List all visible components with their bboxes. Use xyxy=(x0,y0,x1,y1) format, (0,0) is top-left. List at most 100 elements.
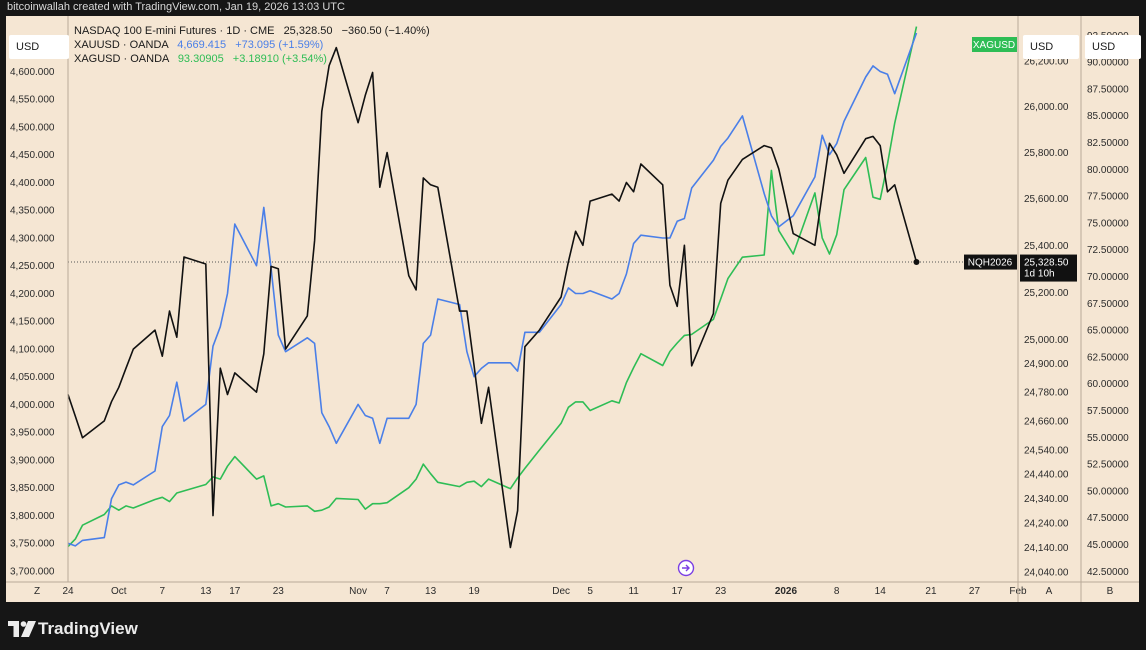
svg-text:NASDAQ 100 E-mini Futures · 1D: NASDAQ 100 E-mini Futures · 1D · CME 25,… xyxy=(74,25,430,37)
time-axis-tick-label: 5 xyxy=(587,586,593,597)
left-axis-tick-label: 4,300.000 xyxy=(10,233,55,244)
time-axis-tick-label: 24 xyxy=(62,586,74,597)
right-axis-tick-label: 65.00000 xyxy=(1087,326,1129,337)
left-axis-tick-label: 4,200.000 xyxy=(10,289,55,300)
time-axis-tick-label: 27 xyxy=(969,586,981,597)
svg-text:XAGUSD · OANDA 93.3090: XAGUSD · OANDA 93.30905 +3.18910 (+3.54%… xyxy=(74,53,327,65)
left-axis-tick-label: 4,550.000 xyxy=(10,95,55,106)
right-axis-tick-label: 87.50000 xyxy=(1087,84,1129,95)
left-axis-tick-label: 4,000.000 xyxy=(10,400,55,411)
tradingview-brand[interactable]: TradingView xyxy=(38,619,138,638)
nq-countdown-text: 1d 10h xyxy=(1024,269,1055,280)
right-axis-tick-label: 70.00000 xyxy=(1087,272,1129,283)
time-axis-tick-label: 11 xyxy=(628,586,639,597)
legend-xauusd-change: +73.095 (+1.59%) xyxy=(235,39,323,51)
right-axis-tick-label: 55.00000 xyxy=(1087,433,1129,444)
left-axis-tick-label: 3,700.000 xyxy=(10,566,55,577)
legend-main-name: NASDAQ 100 E-mini Futures · 1D · CME xyxy=(74,25,275,37)
last-price-dot xyxy=(913,259,920,266)
time-axis-tick-label: 21 xyxy=(925,586,937,597)
left-axis-tick-label: 3,800.000 xyxy=(10,511,55,522)
right-axis-tick-label: 80.00000 xyxy=(1087,165,1129,176)
legend-xagusd-change: +3.18910 (+3.54%) xyxy=(233,53,327,65)
mid-axis-tick-label: 25,000.00 xyxy=(1024,335,1069,346)
chart-canvas[interactable]: 3,700.000 3,750.000 3,800.000 3,850.000 3,90… xyxy=(6,16,1139,602)
right-axis-tick-label: 85.00000 xyxy=(1087,111,1129,122)
nq-symbol-text: NQH2026 xyxy=(968,258,1013,269)
time-axis-tick-label: 7 xyxy=(159,586,165,597)
mid-axis-tick-label: 26,000.00 xyxy=(1024,102,1069,113)
nq-symbol-tag: NQH2026 xyxy=(964,254,1017,270)
mid-axis-tick-label: 24,540.00 xyxy=(1024,445,1069,456)
time-axis-tick-label: Dec xyxy=(552,586,570,597)
time-axis-tick-label: 17 xyxy=(229,586,241,597)
nq-price-tag: 25,328.50 1d 10h xyxy=(1020,254,1077,282)
legend-xauusd-price: 4,669.415 xyxy=(177,39,226,51)
left-axis-tick-label: 3,850.000 xyxy=(10,483,55,494)
chart-frame[interactable]: 3,700.000 3,750.000 3,800.000 3,850.000 3,90… xyxy=(6,16,1141,602)
right-axis-tick-label: 82.50000 xyxy=(1087,138,1129,149)
top-credit-bar: bitcoinwallah created with TradingView.c… xyxy=(0,0,1146,16)
axis-button-z[interactable]: Z xyxy=(34,586,40,597)
mid-axis-tick-label: 24,900.00 xyxy=(1024,359,1069,370)
time-axis-tick-label: Nov xyxy=(349,586,367,597)
right-axis-tick-label: 45.00000 xyxy=(1087,540,1129,551)
time-axis-tick-label: 23 xyxy=(715,586,727,597)
xagusd-price-tag: XAGUSD xyxy=(972,37,1017,52)
mid-axis-tick-label: 25,800.00 xyxy=(1024,148,1069,159)
right-axis-tick-label: 50.00000 xyxy=(1087,486,1129,497)
time-axis-tick-label: 14 xyxy=(875,586,887,597)
left-axis-tick-label: 4,450.000 xyxy=(10,150,55,161)
footer: TradingView xyxy=(0,602,1146,650)
right-axis-tick-label: 75.00000 xyxy=(1087,218,1129,229)
left-axis-tick-label: 3,750.000 xyxy=(10,539,55,550)
nq-price-text: 25,328.50 xyxy=(1024,258,1069,269)
left-axis-tick-label: 4,050.000 xyxy=(10,372,55,383)
series-line-xagusd xyxy=(67,26,918,548)
svg-text:XAUUSD · OANDA 4,669.4: XAUUSD · OANDA 4,669.415 +73.095 (+1.59%… xyxy=(74,39,323,51)
right-axis-tick-label: 60.00000 xyxy=(1087,379,1129,390)
right-axis-tick-label: 57.50000 xyxy=(1087,406,1129,417)
time-axis-tick-label: 23 xyxy=(273,586,285,597)
legend-main-price: 25,328.50 xyxy=(284,25,333,37)
left-axis-tick-label: 3,950.000 xyxy=(10,428,55,439)
series-line-nasdaq-100-e-mini-futures xyxy=(67,46,918,549)
mid-axis-tick-label: 25,200.00 xyxy=(1024,288,1069,299)
mid-axis-tick-label: 24,240.00 xyxy=(1024,518,1069,529)
mid-axis-tick-label: 26,200.00 xyxy=(1024,57,1069,68)
mid-axis-tick-label: 24,660.00 xyxy=(1024,416,1069,427)
time-axis-tick-label: 13 xyxy=(200,586,212,597)
scroll-to-realtime-icon[interactable] xyxy=(677,559,695,577)
legend-xagusd-price: 93.30905 xyxy=(178,53,224,65)
left-axis-tick-label: 4,500.000 xyxy=(10,122,55,133)
mid-axis-tick-label: 25,600.00 xyxy=(1024,194,1069,205)
usd-right-button[interactable]: USD xyxy=(1085,35,1141,59)
right-axis-tick-label: 77.50000 xyxy=(1087,192,1129,203)
time-axis-tick-label: 17 xyxy=(672,586,684,597)
left-axis-tick-label: 4,600.000 xyxy=(10,67,55,78)
left-axis-tick-label: 4,250.000 xyxy=(10,261,55,272)
usd-left-button[interactable]: USD xyxy=(9,35,69,59)
mid-axis-tick-label: 24,440.00 xyxy=(1024,470,1069,481)
mid-axis-tick-label: 24,340.00 xyxy=(1024,494,1069,505)
usd-mid-button[interactable]: USD xyxy=(1023,35,1079,59)
axis-button-a[interactable]: A xyxy=(1046,586,1053,597)
axis-button-b[interactable]: B xyxy=(1107,586,1114,597)
mid-axis-tick-label: 24,780.00 xyxy=(1024,388,1069,399)
xagusd-tag-text: XAGUSD xyxy=(973,40,1015,51)
right-axis-tick-label: 42.50000 xyxy=(1087,567,1129,578)
right-axis-tick-label: 90.00000 xyxy=(1087,58,1129,69)
mid-axis-tick-label: 25,400.00 xyxy=(1024,241,1069,252)
legend-xauusd-name: XAUUSD · OANDA xyxy=(74,39,169,51)
legend: NASDAQ 100 E-mini Futures · 1D · CME 25,… xyxy=(74,25,430,65)
time-axis-tick-label: 19 xyxy=(469,586,481,597)
right-axis-tick-label: 47.50000 xyxy=(1087,513,1129,524)
left-axis-tick-label: 4,400.000 xyxy=(10,178,55,189)
mid-axis-tick-label: 24,040.00 xyxy=(1024,568,1069,579)
time-axis-tick-label: 2026 xyxy=(775,586,798,597)
left-axis-tick-label: 3,900.000 xyxy=(10,455,55,466)
left-axis-tick-label: 4,150.000 xyxy=(10,317,55,328)
right-axis-tick-label: 67.50000 xyxy=(1087,299,1129,310)
legend-xagusd-name: XAGUSD · OANDA xyxy=(74,53,170,65)
tradingview-logo-icon[interactable] xyxy=(8,621,36,637)
